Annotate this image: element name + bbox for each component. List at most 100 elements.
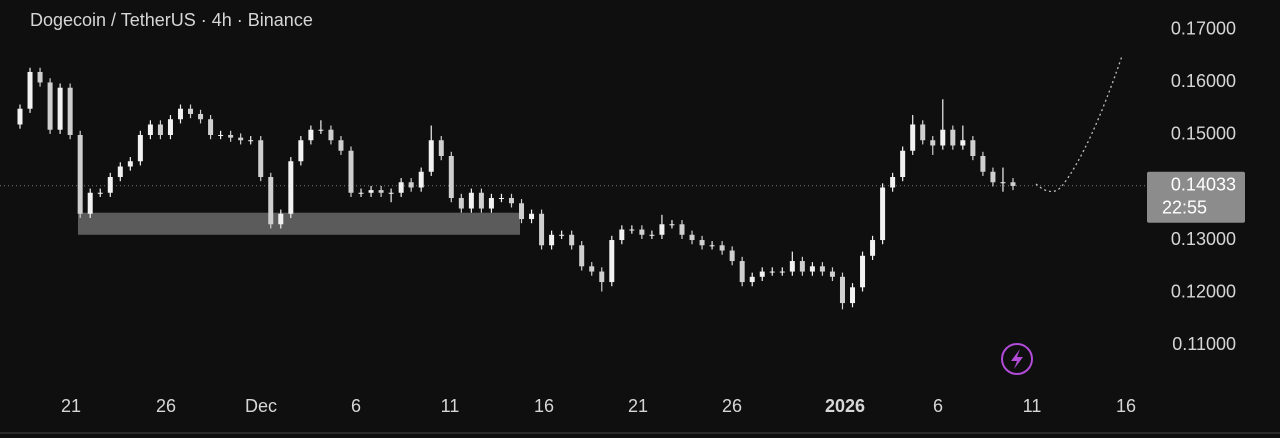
candle-body [529, 213, 535, 220]
candle-body [458, 198, 464, 209]
candle-body [649, 234, 655, 236]
candle-body [559, 234, 565, 236]
y-tick-label: 0.15000 [1171, 124, 1236, 144]
candle-body [248, 140, 254, 142]
candle-body [619, 229, 625, 241]
x-tick-label: 21 [61, 396, 81, 416]
candle-body [308, 129, 314, 141]
candle-body [930, 140, 936, 146]
x-tick-label: 16 [534, 396, 554, 416]
y-tick-label: 0.11000 [1172, 334, 1236, 354]
x-tick-label: 16 [1116, 396, 1136, 416]
lightning-icon[interactable] [1001, 343, 1033, 375]
candle-body [508, 198, 514, 204]
candle-body [719, 245, 725, 251]
countdown-label: 22:55 [1162, 198, 1207, 218]
candle-body [238, 137, 244, 141]
candle-body [188, 108, 194, 114]
y-tick-label: 0.12000 [1171, 281, 1236, 301]
candle-body [659, 224, 665, 235]
candle-body [498, 198, 504, 200]
candle-body [418, 171, 424, 188]
candle-body [799, 261, 805, 272]
candle-body [549, 234, 555, 246]
candle-body [980, 155, 986, 172]
candle-body [689, 234, 695, 241]
y-tick-label: 0.13000 [1171, 229, 1236, 249]
candle-body [468, 192, 474, 209]
candle-body [829, 271, 835, 277]
candle-body [228, 134, 234, 138]
candle-body [539, 213, 545, 246]
candle-body [107, 177, 113, 193]
projection-path [1035, 55, 1123, 193]
candle-body [739, 261, 745, 283]
candle-body [298, 140, 304, 162]
icon-bolt[interactable] [1011, 349, 1023, 369]
candle-body [438, 140, 444, 156]
candle-body [519, 203, 525, 220]
candle-body [428, 140, 434, 172]
candle-body [47, 82, 53, 130]
candle-body [709, 245, 715, 247]
chart-title: Dogecoin / TetherUS · 4h · Binance [30, 10, 313, 30]
candle-body [699, 240, 705, 246]
candle-body [1000, 182, 1006, 184]
candle-body [268, 177, 274, 225]
candle-body [769, 271, 775, 273]
candle-body [950, 129, 956, 146]
x-tick-label: 2026 [825, 396, 865, 416]
candle-body [819, 266, 825, 272]
candle-body [157, 124, 163, 135]
candle-body [97, 192, 103, 194]
candle-body [17, 108, 23, 125]
candle-body [940, 129, 946, 146]
candle-body [579, 245, 585, 267]
candle-body [679, 224, 685, 235]
candle-body [167, 119, 173, 135]
candle-body [910, 124, 916, 151]
candle-body [127, 161, 133, 167]
candle-body [448, 155, 454, 199]
candle-body [27, 71, 33, 109]
icon-circle[interactable] [1001, 343, 1033, 375]
candle-body [1010, 182, 1016, 186]
candle-body [729, 250, 735, 262]
candle-body [569, 234, 575, 246]
candle-body [177, 108, 183, 120]
candle-body [288, 161, 294, 214]
candle-body [749, 276, 755, 283]
candle-body [258, 140, 264, 178]
candle-body [378, 190, 384, 193]
price-badge [1147, 171, 1245, 223]
y-tick-label: 0.16000 [1171, 71, 1236, 91]
candle-body [67, 87, 73, 135]
candle-body [117, 166, 123, 178]
candle-body [890, 177, 896, 188]
zone [78, 212, 520, 235]
x-tick-label: 21 [628, 396, 648, 416]
candle-body [779, 271, 785, 273]
candle-body [639, 229, 645, 235]
candle-body [789, 261, 795, 272]
candle-body [970, 140, 976, 156]
candle-body [408, 182, 414, 188]
candle-body [198, 113, 204, 120]
candle-body [599, 271, 605, 283]
candle-body [398, 182, 404, 193]
candle-body [77, 134, 83, 214]
candle-body [960, 140, 966, 146]
candle-body [990, 171, 996, 183]
candle-body [147, 124, 153, 135]
x-tick-label: 26 [156, 396, 176, 416]
candle-body [368, 190, 374, 193]
candle-body [488, 198, 494, 209]
candle-body [37, 71, 43, 83]
y-tick-label: 0.17000 [1171, 19, 1236, 39]
candle-body [87, 192, 93, 214]
candle-body [860, 255, 866, 288]
candle-body [57, 87, 63, 130]
candle-body [920, 124, 926, 141]
